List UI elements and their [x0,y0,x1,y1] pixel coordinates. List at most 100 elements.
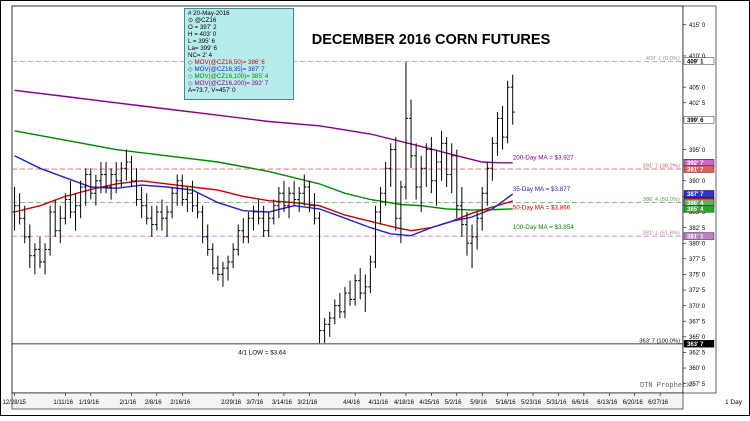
ohlc-bar [159,199,164,231]
axis-badge-box [683,232,715,240]
chart-title: DECEMBER 2016 CORN FUTURES [301,24,561,56]
x-tick-label: 2/29/16 [221,400,242,406]
axis-badge: 391' 7 [683,165,715,173]
ohlc-bar [175,174,180,206]
info-panel-line: ◇ MOV(@CZ16,35)= 387' 7 [188,66,265,73]
ohlc-bar [470,224,475,269]
y-tick-label: 370' 0 [689,304,706,310]
ohlc-bar [485,162,490,206]
ohlc-bar [236,224,241,256]
ohlc-bar [32,243,37,275]
ohlc-bar [302,174,307,206]
ohlc-bar [12,187,17,231]
ohlc-bar [104,162,109,194]
ohlc-bar [510,74,515,125]
x-tick-label: 4/11/16 [369,400,389,406]
ohlc-bar [27,224,32,269]
info-panel-line: La= 399' 6 [188,45,217,52]
axis-badge-box [683,205,715,213]
ohlc-bar [348,280,353,306]
ohlc-bar [200,205,205,244]
axis-badge-label: 385' 4 [687,207,704,213]
info-panel-line: A=73.7, V=457' 0 [188,87,236,94]
axis-badge-label: 409' 1 [687,60,704,66]
x-tick-label: 2/1/16 [119,400,136,406]
x-tick-label: 12/28/15 [3,400,27,406]
ma-line [14,155,514,237]
info-panel-line: ◇ MOV(@CZ16,100)= 385' 4 [188,73,269,80]
ohlc-bar [271,199,276,225]
annotation-label: 35-Day MA = $3.877 [513,186,571,193]
x-tick-label: 6/6/16 [572,400,589,406]
ohlc-bar [210,243,215,275]
ohlc-bar [495,112,500,156]
ohlc-bar [439,130,444,181]
info-panel-line: ⊙ @CZ16 [188,17,217,24]
ohlc-bar [312,193,317,225]
x-tick-label: 5/23/16 [521,400,542,406]
ohlc-bar [490,137,495,181]
ohlc-bar [317,211,322,344]
y-tick-label: 415' 0 [689,23,706,29]
y-tick-label: 367' 5 [689,319,706,325]
axis-badge: 381' 1 [683,232,715,240]
ohlc-bar [322,318,327,344]
ohlc-bar [93,174,98,206]
ohlc-bar [205,224,210,256]
ohlc-bar [109,168,114,200]
info-panel-line: NC= 2' 4 [188,52,213,59]
axis-badge-label: 386' 4 [687,201,704,207]
ohlc-bar [185,187,190,212]
y-tick-label: 377' 5 [689,257,706,263]
axis-badge-label: 391' 7 [687,167,704,173]
ohlc-bar [393,137,398,231]
ohlc-bar [281,180,286,212]
ohlc-bar [251,205,256,231]
ohlc-bar [37,236,42,269]
ohlc-bar [63,193,68,225]
x-tick-label: 3/14/16 [272,400,293,406]
ohlc-bar [388,143,393,188]
ohlc-bar [332,299,337,325]
x-tick-label: 6/13/16 [597,400,618,406]
ohlc-bar [83,168,88,206]
x-tick-label: 4/25/16 [419,400,440,406]
ohlc-bar [464,211,469,256]
y-tick-label: 405' 0 [689,85,706,91]
ohlc-bar [256,199,261,225]
ohlc-bar [337,293,342,319]
ohlc-bar [419,155,424,212]
ohlc-bar [434,149,439,206]
ohlc-bar [88,168,93,200]
ohlc-bar [149,205,154,237]
ohlc-bar [154,205,159,231]
axis-badge-label: 363' 7 [687,342,704,348]
info-panel-line: L = 395' 6 [188,38,215,45]
ohlc-bar [297,187,302,212]
x-tick-label: 6/27/16 [648,400,669,406]
annotation-label: 50-Day MA = $3.866 [513,204,571,211]
ohlc-bar [429,137,434,194]
moving-averages [14,89,514,237]
y-tick-label: 360' 0 [689,366,706,372]
ohlc-bar [383,162,388,206]
ohlc-bar [363,274,368,312]
ohlc-bar [53,199,58,237]
annotation-label: 100-Day MA = $3.854 [513,224,575,231]
axis-badge-label: 387' 7 [687,192,704,198]
axis-badge: 363' 7 [683,340,715,348]
ohlc-bar [22,205,27,244]
ohlc-bar [58,205,63,244]
price-level-label: 363' 7 (100.0%) [639,338,680,344]
x-tick-label: 5/2/16 [445,400,462,406]
ohlc-bar [144,193,149,225]
ohlc-bar [505,80,510,144]
ohlc-bar [180,174,185,206]
annotation-label: 4/1 LOW = $3.64 [238,349,286,356]
axis-badge-box [683,57,715,65]
ohlc-bar [246,211,251,244]
